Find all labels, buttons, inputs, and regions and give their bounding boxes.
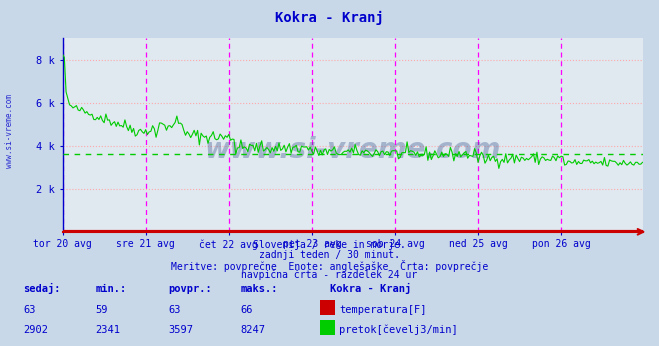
Text: 63: 63 [168, 305, 181, 315]
Text: www.si-vreme.com: www.si-vreme.com [204, 136, 501, 164]
Text: povpr.:: povpr.: [168, 284, 212, 294]
Text: Meritve: povprečne  Enote: anglešaške  Črta: povprečje: Meritve: povprečne Enote: anglešaške Črt… [171, 260, 488, 272]
Text: 59: 59 [96, 305, 108, 315]
Text: 63: 63 [23, 305, 36, 315]
Text: Slovenija / reke in morje.: Slovenija / reke in morje. [253, 240, 406, 251]
Text: Kokra - Kranj: Kokra - Kranj [275, 10, 384, 25]
Text: 3597: 3597 [168, 325, 193, 335]
Text: 2902: 2902 [23, 325, 48, 335]
Text: 8247: 8247 [241, 325, 266, 335]
Text: zadnji teden / 30 minut.: zadnji teden / 30 minut. [259, 250, 400, 260]
Text: min.:: min.: [96, 284, 127, 294]
Text: Kokra - Kranj: Kokra - Kranj [330, 283, 411, 294]
Text: 2341: 2341 [96, 325, 121, 335]
Text: navpična črta - razdelek 24 ur: navpična črta - razdelek 24 ur [241, 270, 418, 280]
Text: sedaj:: sedaj: [23, 283, 61, 294]
Text: 66: 66 [241, 305, 253, 315]
Text: temperatura[F]: temperatura[F] [339, 305, 427, 315]
Text: www.si-vreme.com: www.si-vreme.com [5, 94, 14, 169]
Text: pretok[čevelj3/min]: pretok[čevelj3/min] [339, 324, 458, 335]
Text: maks.:: maks.: [241, 284, 278, 294]
